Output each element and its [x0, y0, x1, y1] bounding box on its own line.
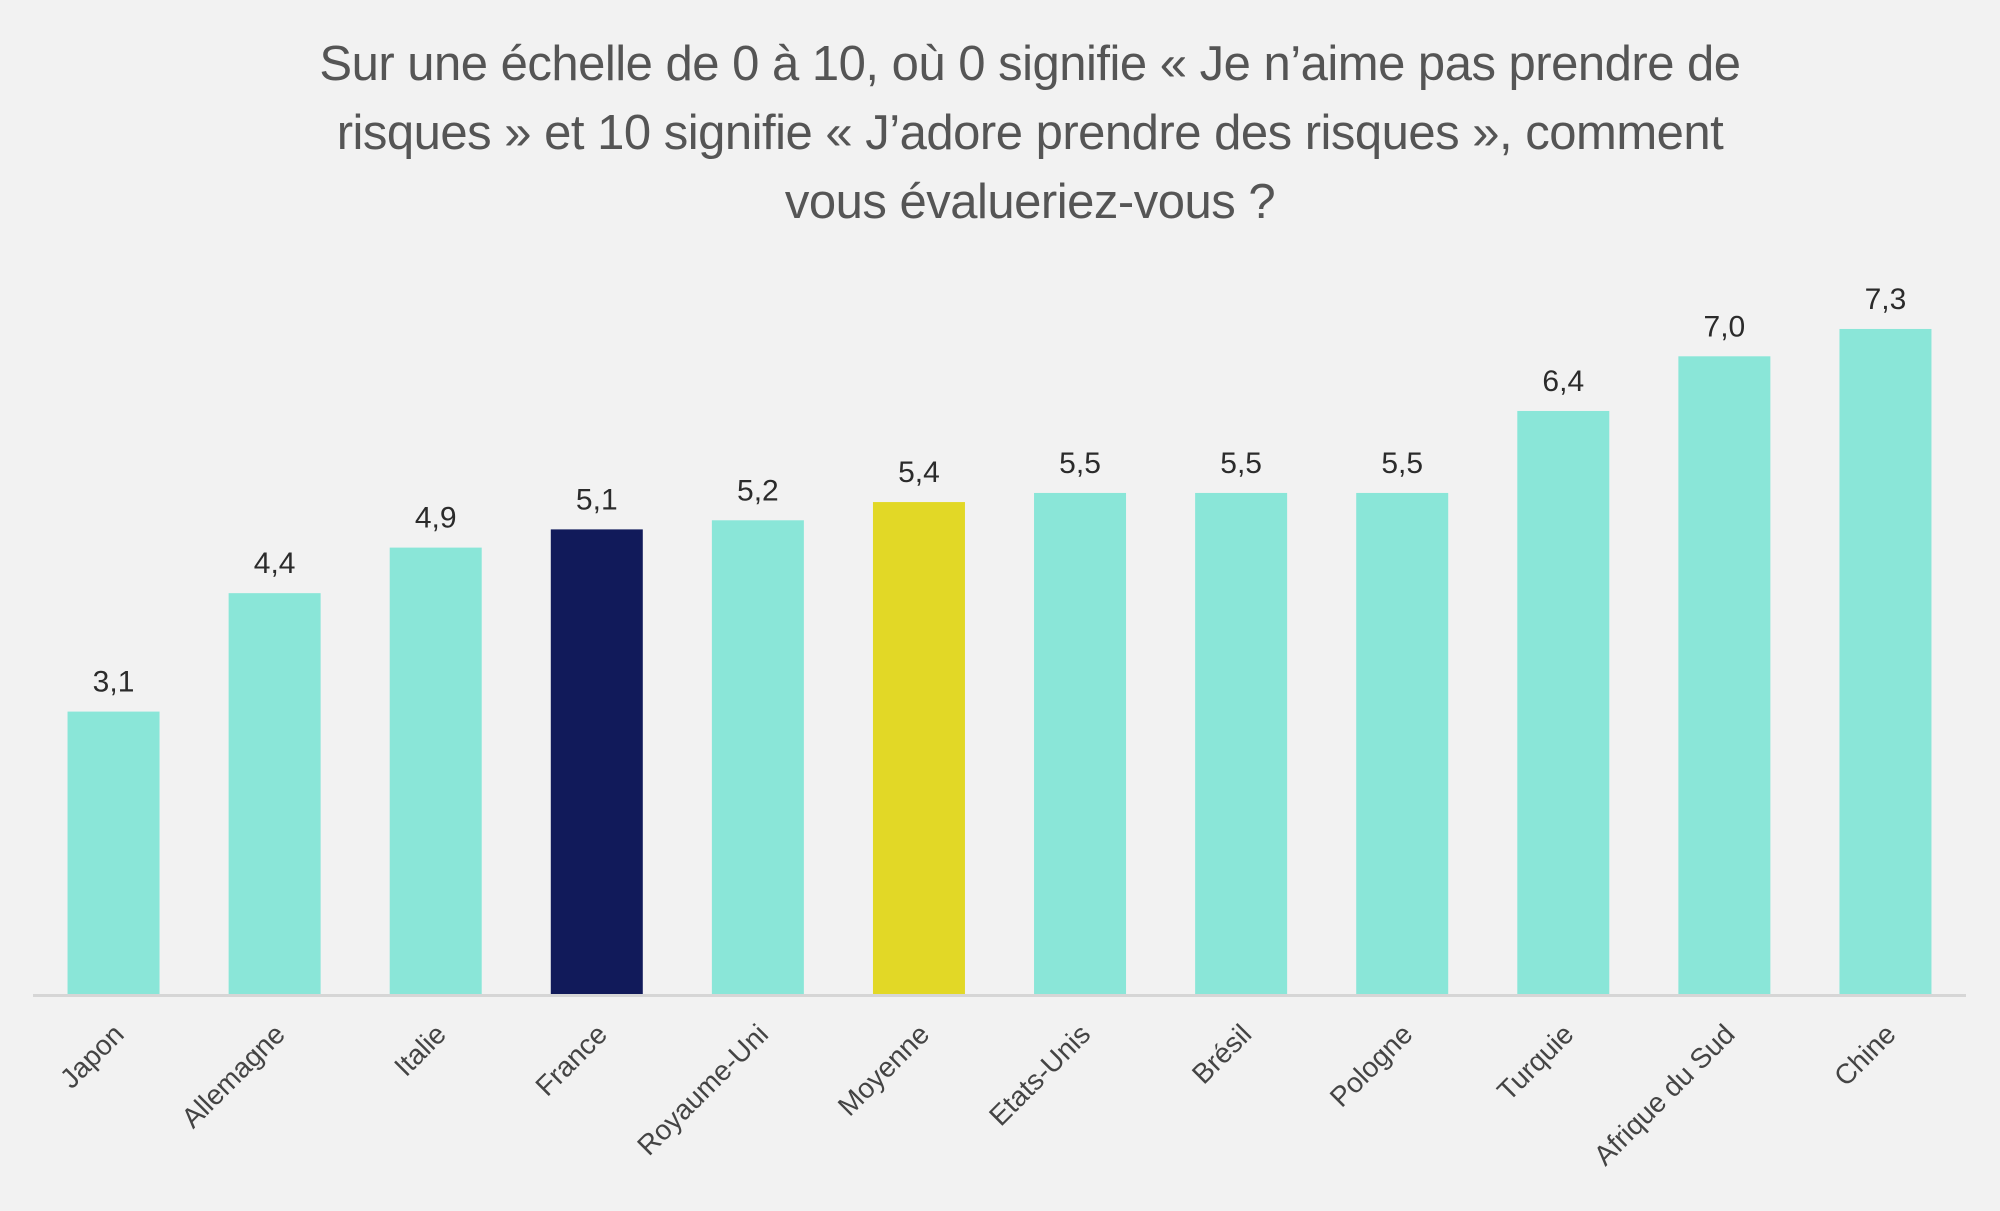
- category-label-italie: Italie: [388, 1018, 452, 1082]
- value-label-turquie: 6,4: [1542, 365, 1584, 398]
- bar-royaume-uni: [711, 520, 804, 994]
- category-label-etats-unis: Etats-Unis: [983, 1018, 1096, 1131]
- category-label-moyenne: Moyenne: [832, 1018, 935, 1121]
- bar-etats-unis: [1034, 492, 1127, 994]
- value-label-moyenne: 5,4: [898, 456, 940, 489]
- bar-turquie: [1517, 410, 1610, 995]
- bar-chine: [1839, 328, 1932, 995]
- chart-title-line-2: risques » et 10 signifie « J’adore prend…: [336, 106, 1724, 160]
- chart-title-line-1: Sur une échelle de 0 à 10, où 0 signifie…: [319, 37, 1741, 91]
- category-label-royaume-uni: Royaume-Uni: [631, 1018, 774, 1161]
- bar-allemagne: [228, 593, 321, 994]
- category-label-japon: Japon: [54, 1018, 130, 1094]
- value-label-italie: 4,9: [415, 502, 457, 535]
- category-label-pologne: Pologne: [1324, 1018, 1419, 1113]
- bar-bresil: [1195, 492, 1288, 994]
- bar-afrique-du-sud: [1678, 356, 1771, 994]
- value-label-afrique-du-sud: 7,0: [1704, 310, 1746, 343]
- bar-pologne: [1356, 492, 1449, 994]
- value-label-allemagne: 4,4: [254, 547, 296, 580]
- value-label-etats-unis: 5,5: [1059, 447, 1101, 480]
- category-label-afrique-du-sud: Afrique du Sud: [1588, 1018, 1741, 1171]
- category-label-france: France: [529, 1018, 613, 1102]
- value-label-japon: 3,1: [93, 666, 135, 699]
- chart-title-line-3: vous évalueriez-vous ?: [784, 175, 1276, 229]
- category-label-bresil: Brésil: [1186, 1018, 1257, 1089]
- category-labels-group: Japon Allemagne Italie France Royaume-Uni Moy…: [54, 1018, 1902, 1171]
- value-label-france: 5,1: [576, 483, 618, 516]
- category-label-chine: Chine: [1828, 1018, 1902, 1092]
- chart-title: Sur une échelle de 0 à 10, où 0 signifie…: [220, 30, 1840, 237]
- bars-group: [67, 328, 1932, 995]
- bar-france: [550, 529, 643, 994]
- value-label-bresil: 5,5: [1220, 447, 1262, 480]
- bar-moyenne: [872, 502, 965, 994]
- bar-italie: [389, 547, 482, 994]
- bar-japon: [67, 711, 160, 994]
- category-label-turquie: Turquie: [1491, 1018, 1579, 1106]
- value-labels-group: 3,1 4,4 4,9 5,1 5,2 5,4 5,5 5,5 5,5 6,4 7,0 7,3: [93, 283, 1907, 699]
- category-label-allemagne: Allemagne: [175, 1018, 290, 1133]
- value-label-pologne: 5,5: [1381, 447, 1423, 480]
- value-label-royaume-uni: 5,2: [737, 474, 779, 507]
- value-label-chine: 7,3: [1865, 283, 1907, 316]
